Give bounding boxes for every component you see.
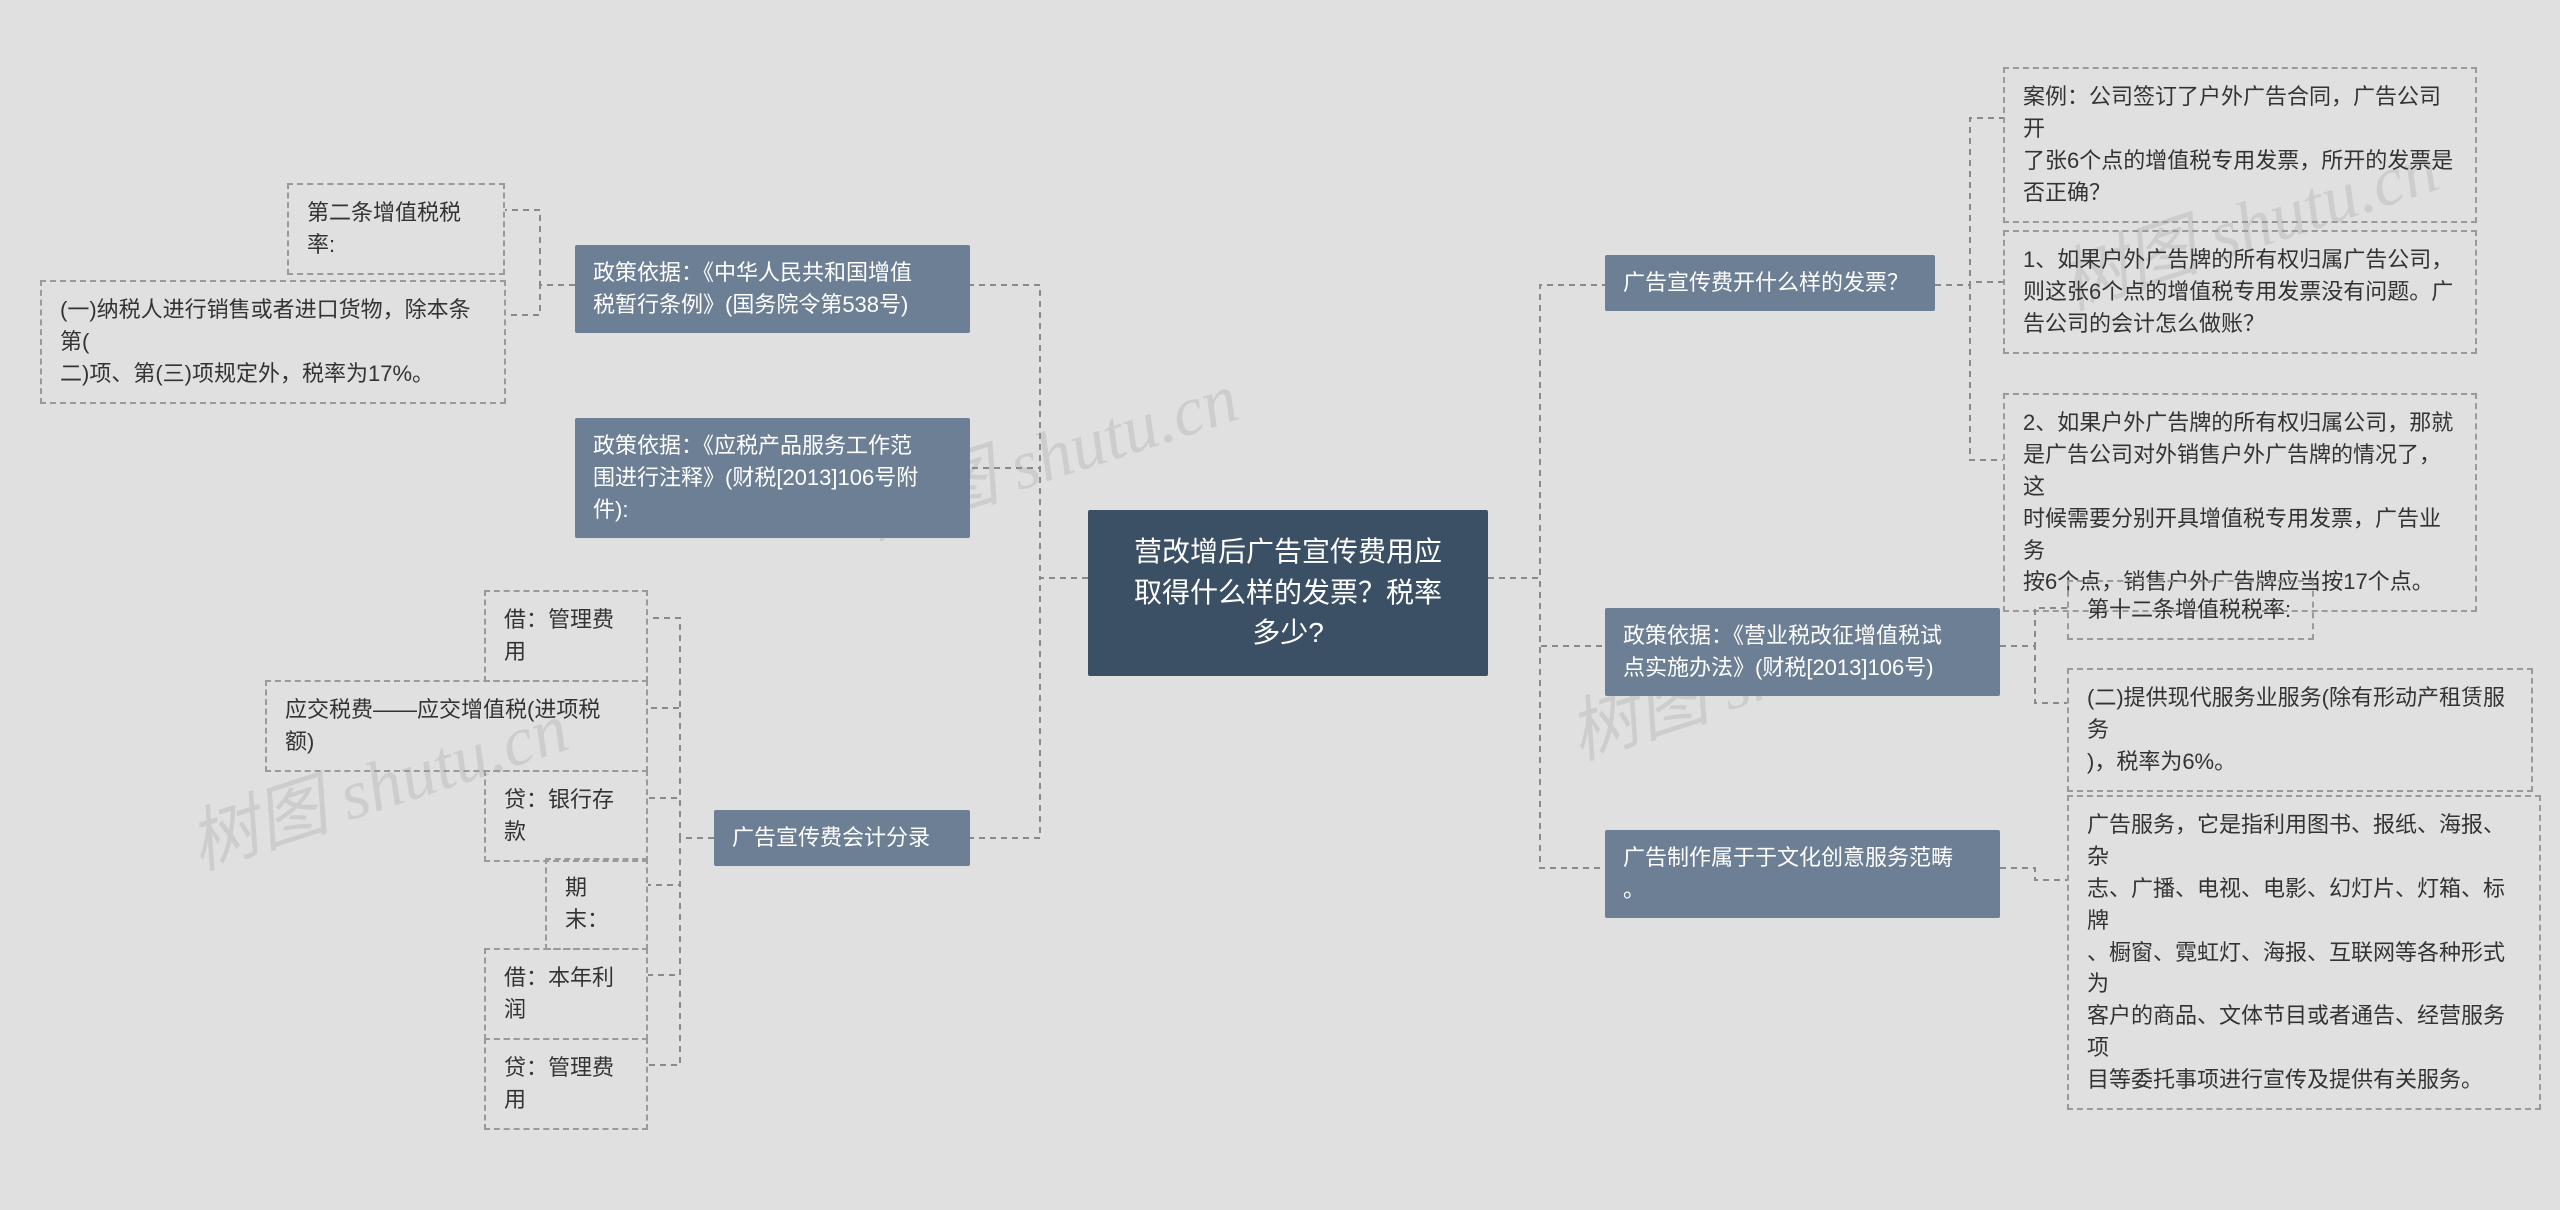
mindmap-canvas: 树图 shutu.cn 树图 shutu.cn 树图 shutu.cn 树图 s…	[0, 0, 2560, 1210]
connectors	[0, 0, 2560, 1210]
